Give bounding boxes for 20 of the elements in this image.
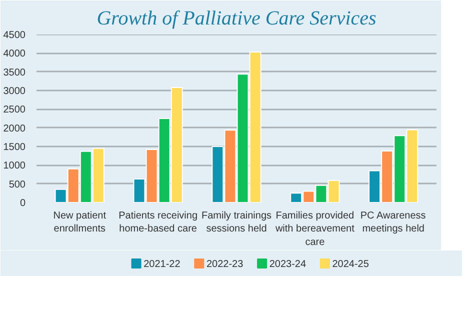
x-tick-label: Patients receiving home-based care: [118, 210, 198, 235]
y-tick-label: 2000: [3, 123, 26, 134]
y-tick-label: 4000: [3, 48, 26, 60]
x-tick-label: Family trainings sessions held: [201, 210, 272, 235]
y-tick-label: 3000: [3, 86, 26, 97]
y-tick-label: 1000: [3, 160, 26, 172]
x-tick-label: PC Awareness meetings held: [360, 210, 426, 235]
y-tick-label: 4500: [3, 30, 26, 41]
legend-label: 2024-25: [332, 259, 370, 270]
x-tick-label: New patient enrollments: [53, 210, 106, 235]
y-tick-label: 1500: [3, 142, 26, 153]
legend-label: 2022-23: [206, 259, 244, 270]
legend-label: 2023-24: [269, 259, 306, 270]
y-tick-label: 500: [8, 179, 26, 190]
chart-title: Growth of Palliative Care Services: [96, 8, 377, 30]
y-tick-label: 2500: [3, 104, 26, 116]
x-tick-label: Families provided with bereavement care: [274, 210, 355, 248]
y-tick-label: 3500: [3, 67, 26, 78]
y-tick-label: 0: [20, 198, 26, 209]
legend-label: 2021-22: [144, 259, 181, 270]
